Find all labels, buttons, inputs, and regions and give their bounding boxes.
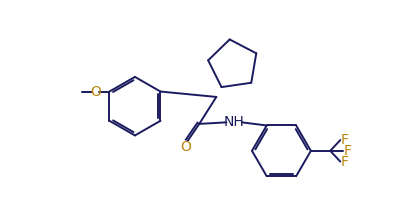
Text: F: F (339, 155, 347, 169)
Text: O: O (90, 85, 101, 99)
Text: NH: NH (223, 115, 244, 129)
Text: F: F (342, 144, 351, 158)
Text: F: F (339, 133, 347, 147)
Text: O: O (180, 140, 191, 154)
